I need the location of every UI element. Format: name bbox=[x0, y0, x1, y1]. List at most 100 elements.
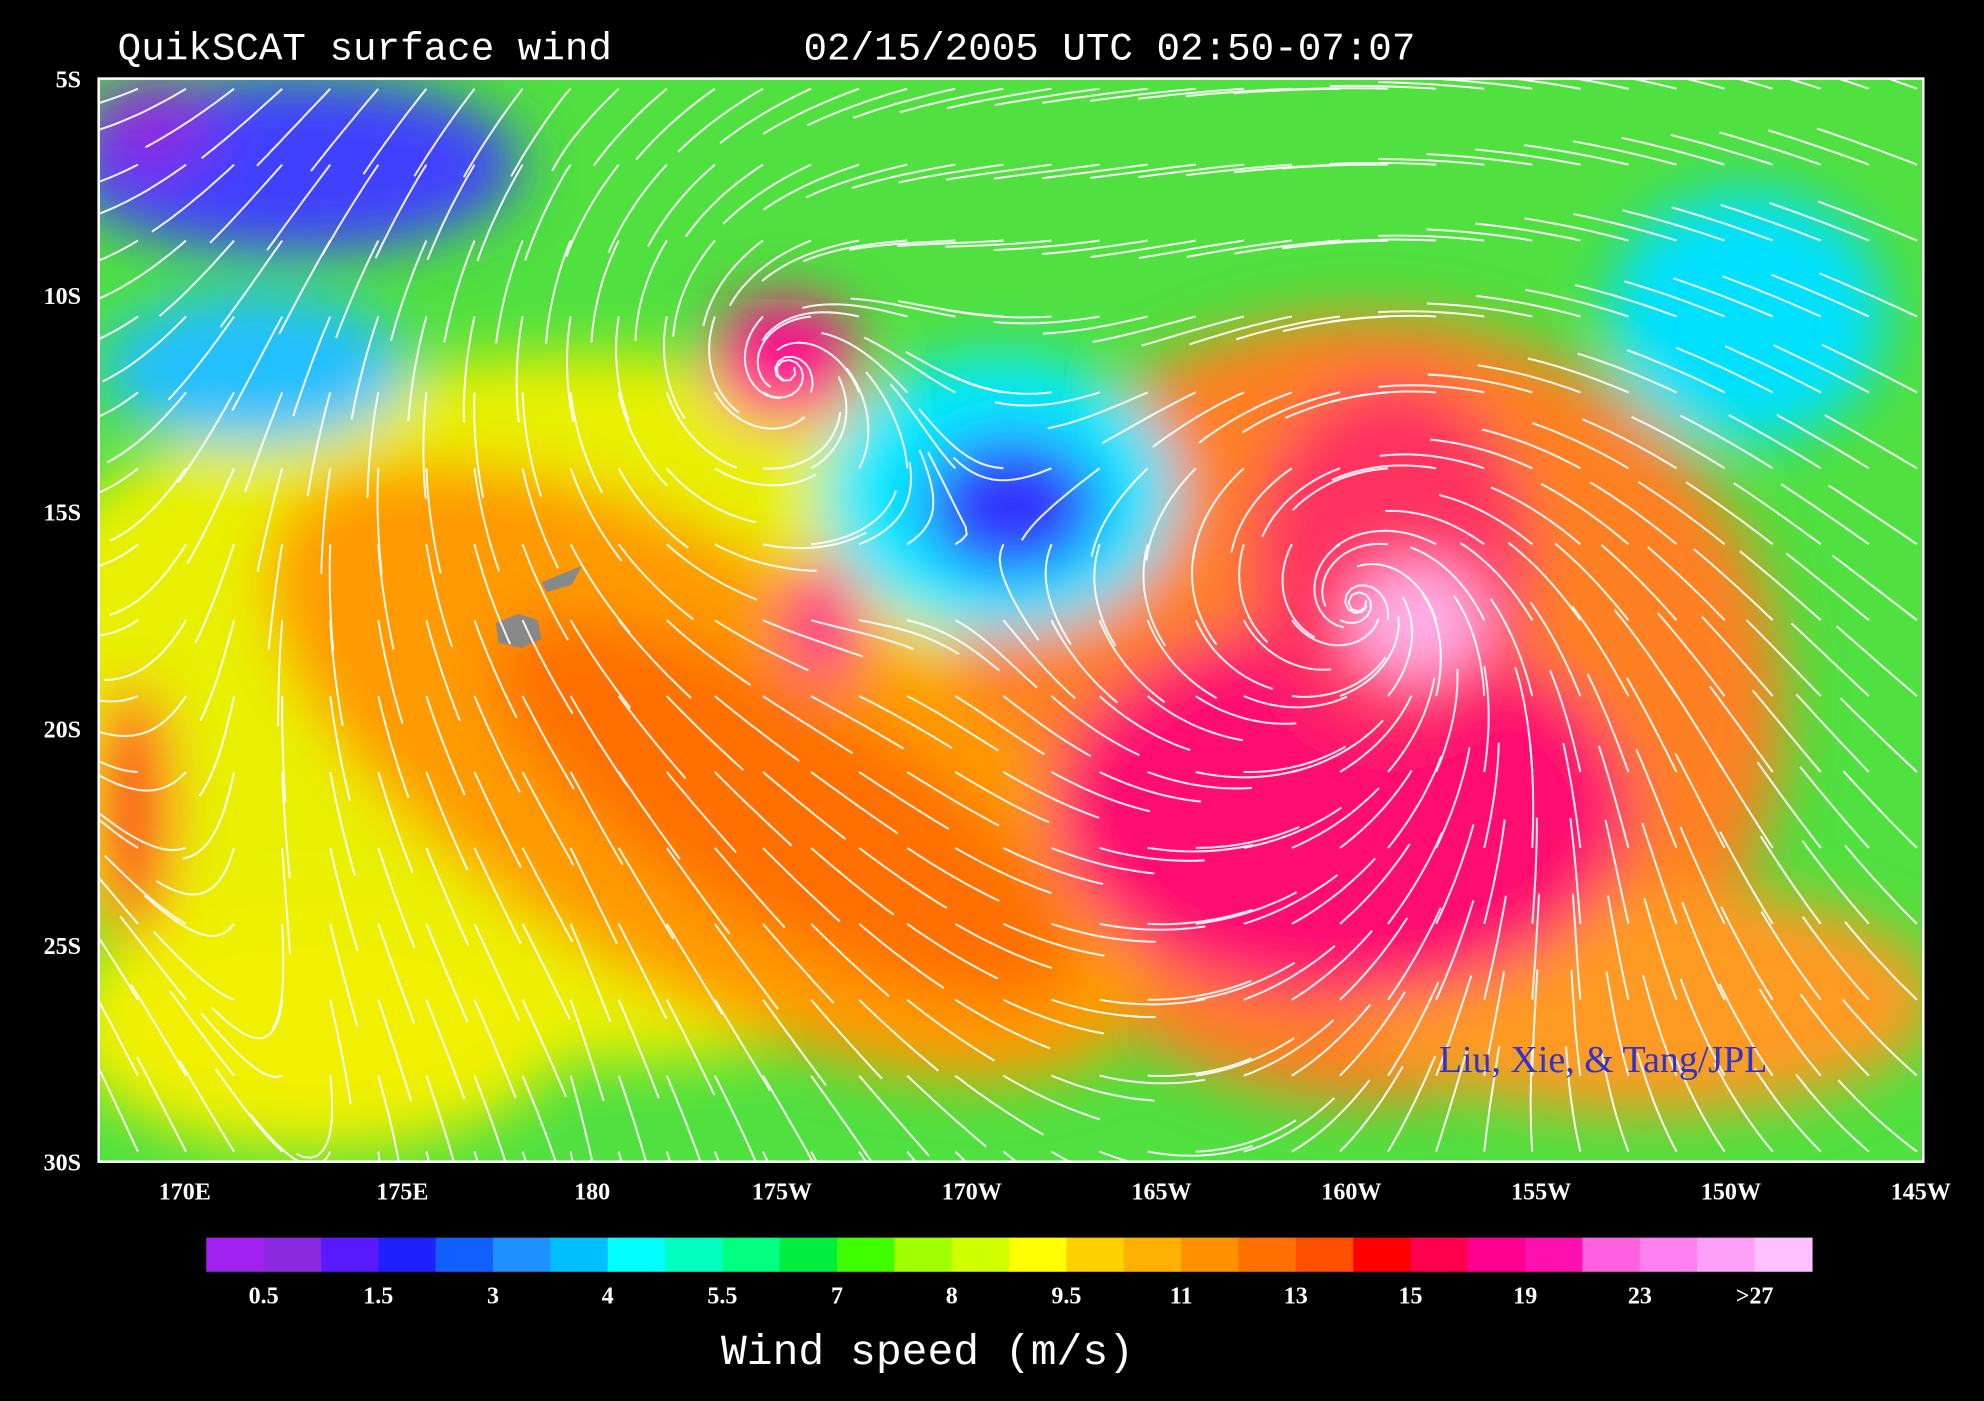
streamline bbox=[1378, 81, 1485, 90]
lat-label: 30S bbox=[44, 1151, 81, 1177]
streamline bbox=[256, 88, 331, 167]
streamline bbox=[1837, 1079, 1918, 1153]
streamline bbox=[521, 771, 575, 866]
colorbar-cell bbox=[894, 1237, 953, 1272]
streamline bbox=[1291, 1003, 1371, 1077]
streamline bbox=[1051, 1074, 1155, 1102]
streamline bbox=[1554, 542, 1630, 621]
streamline bbox=[918, 408, 1004, 470]
streamline bbox=[858, 771, 950, 830]
streamline bbox=[551, 88, 620, 172]
streamline bbox=[1050, 771, 1151, 813]
streamline bbox=[1281, 543, 1316, 639]
lon-label: 170E bbox=[159, 1180, 211, 1206]
streamline bbox=[119, 915, 187, 1001]
lat-label: 15S bbox=[44, 501, 81, 527]
streamline bbox=[1242, 619, 1332, 671]
streamline bbox=[1090, 467, 1149, 557]
streamline bbox=[1186, 239, 1292, 258]
streamline bbox=[1679, 414, 1774, 470]
streamline bbox=[1831, 554, 1918, 621]
streamline bbox=[810, 619, 914, 650]
streamline bbox=[231, 316, 284, 411]
streamline bbox=[1387, 677, 1436, 773]
streamline bbox=[762, 847, 841, 923]
streamline bbox=[98, 619, 139, 637]
streamline bbox=[1605, 971, 1630, 1076]
streamline bbox=[1673, 277, 1774, 318]
streamline bbox=[249, 1113, 332, 1162]
streamline bbox=[1799, 993, 1870, 1077]
streamline bbox=[1146, 619, 1218, 699]
streamline bbox=[1099, 846, 1205, 862]
streamline bbox=[677, 87, 764, 153]
streamline bbox=[98, 695, 187, 738]
streamline bbox=[1681, 901, 1726, 1001]
streamline bbox=[1631, 416, 1726, 470]
streamline bbox=[1051, 846, 1155, 875]
streamline bbox=[1090, 87, 1196, 102]
streamline bbox=[98, 1065, 139, 1153]
streamline bbox=[1281, 87, 1389, 91]
colorbar-cell bbox=[1582, 1237, 1641, 1272]
streamline bbox=[1483, 971, 1506, 1076]
streamline bbox=[1490, 486, 1582, 546]
streamline bbox=[617, 695, 687, 780]
streamline bbox=[1430, 438, 1533, 470]
streamline bbox=[1426, 228, 1533, 242]
lon-label: 175W bbox=[752, 1180, 812, 1206]
streamline bbox=[1529, 601, 1582, 697]
streamline bbox=[802, 239, 908, 263]
streamline bbox=[473, 695, 521, 793]
wind-field bbox=[98, 78, 1924, 1162]
streamline bbox=[1795, 693, 1870, 773]
streamline bbox=[1435, 747, 1471, 849]
streamline bbox=[1291, 656, 1387, 698]
streamline bbox=[1785, 78, 1822, 90]
streamline bbox=[1387, 981, 1440, 1077]
streamline bbox=[278, 240, 332, 335]
streamline bbox=[510, 88, 572, 178]
streamline bbox=[1243, 1019, 1335, 1077]
streamline bbox=[422, 392, 428, 499]
streamline bbox=[281, 771, 291, 879]
colorbar-cell bbox=[1754, 1237, 1813, 1272]
streamline bbox=[186, 467, 236, 565]
streamline bbox=[906, 771, 1000, 827]
streamline bbox=[1745, 619, 1822, 697]
colorbar-label: 8 bbox=[946, 1283, 958, 1309]
lon-label: 175E bbox=[376, 1180, 428, 1206]
streamline bbox=[1475, 148, 1581, 166]
streamline bbox=[473, 999, 517, 1099]
streamline bbox=[1674, 753, 1726, 849]
streamline bbox=[761, 239, 860, 282]
streamline bbox=[858, 923, 945, 989]
streamline bbox=[858, 999, 939, 1072]
streamline bbox=[1719, 831, 1774, 925]
streamline bbox=[1452, 595, 1486, 697]
colorbar-cell bbox=[1066, 1237, 1125, 1272]
streamline bbox=[1799, 766, 1870, 849]
streamline bbox=[1387, 907, 1442, 1001]
streamline bbox=[98, 467, 139, 494]
streamline bbox=[1624, 280, 1725, 318]
streamline bbox=[1613, 609, 1678, 697]
streamline bbox=[1195, 961, 1296, 1001]
streamline bbox=[1821, 343, 1918, 394]
streamline bbox=[906, 847, 1000, 902]
lon-label: 170W bbox=[942, 1180, 1002, 1206]
streamline bbox=[425, 999, 466, 1100]
streamline bbox=[592, 87, 668, 167]
streamline bbox=[1606, 895, 1630, 1000]
streamline bbox=[321, 164, 380, 256]
streamline bbox=[98, 695, 139, 703]
streamline bbox=[329, 695, 351, 801]
colorbar-cell bbox=[1181, 1237, 1240, 1272]
streamline bbox=[1047, 391, 1149, 430]
streamline bbox=[1329, 161, 1437, 166]
streamline bbox=[1147, 771, 1252, 790]
streamline bbox=[281, 847, 292, 955]
streamline bbox=[1839, 697, 1918, 773]
streamline bbox=[106, 391, 187, 464]
streamline bbox=[1733, 482, 1822, 546]
